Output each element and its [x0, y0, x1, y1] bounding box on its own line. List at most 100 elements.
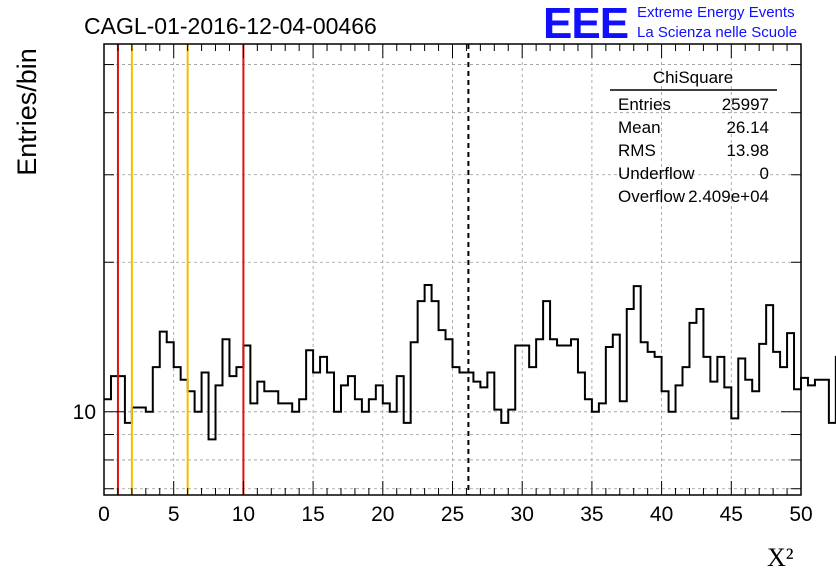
histogram-bin	[209, 439, 216, 495]
histogram-bin	[188, 391, 195, 495]
histogram-bin	[264, 391, 271, 495]
histogram-bin	[376, 385, 383, 495]
histogram-bin	[425, 285, 432, 495]
histogram-bin	[662, 391, 669, 495]
histogram-bin	[515, 345, 522, 495]
histogram-bin	[446, 339, 453, 495]
histogram-bin	[669, 412, 676, 495]
histogram-bin	[167, 342, 174, 495]
x-tick-label: 30	[511, 503, 534, 526]
histogram-bin	[655, 357, 662, 495]
histogram-bin	[369, 399, 376, 495]
stats-box: ChiSquare Entries 25997 Mean 26.14 RMS 13.98 U…	[610, 68, 777, 206]
histogram-bin	[299, 399, 306, 495]
histogram-bin	[550, 339, 557, 495]
y-axis-label: Entries/bin	[12, 48, 42, 176]
histogram-bin	[111, 376, 118, 495]
histogram-bin	[620, 401, 627, 495]
histogram-bin	[710, 382, 717, 495]
histogram-bin	[780, 367, 787, 495]
histogram-bin	[160, 332, 167, 495]
histogram-bin	[822, 380, 829, 495]
histogram-bin	[592, 412, 599, 495]
histogram-bin	[118, 376, 125, 495]
histogram-bin	[696, 309, 703, 495]
histogram-bin	[815, 380, 822, 495]
histogram-bin	[320, 357, 327, 495]
x-tick-label: 25	[441, 503, 464, 526]
histogram-bin	[257, 382, 264, 495]
histogram-bin	[278, 403, 285, 495]
histogram-bin	[627, 309, 634, 495]
histogram-bin	[327, 372, 334, 495]
histogram-outline	[104, 283, 836, 441]
stats-value: 25997	[722, 95, 769, 114]
histogram-bin	[480, 387, 487, 495]
histogram-bin	[285, 403, 292, 495]
histogram-bin	[759, 344, 766, 495]
histogram-bin	[473, 382, 480, 495]
histogram-bin	[599, 403, 606, 495]
histogram-bin	[202, 372, 209, 495]
histogram-bin	[355, 399, 362, 495]
histogram-bin	[613, 335, 620, 495]
histogram-bin	[383, 403, 390, 495]
histogram-bin	[787, 333, 794, 495]
logo-line-1: Extreme Energy Events	[637, 4, 795, 21]
stats-value: 0	[760, 164, 769, 183]
histogram-bin	[522, 345, 529, 495]
histogram-bin	[683, 367, 690, 495]
histogram-bin	[411, 342, 418, 495]
histogram-bin	[153, 367, 160, 495]
histogram-bin	[689, 323, 696, 495]
histogram-bin	[648, 352, 655, 495]
histogram-bin	[439, 330, 446, 495]
x-tick-label: 20	[371, 503, 394, 526]
x-tick-label: 5	[168, 503, 180, 526]
y-tick-label: 10	[73, 401, 96, 424]
x-axis-label: X²	[767, 543, 794, 572]
histogram-bin	[418, 301, 425, 495]
x-tick-label: 0	[98, 503, 110, 526]
histogram-bin	[578, 372, 585, 495]
stats-value: 13.98	[726, 141, 769, 160]
histogram-bin	[306, 350, 313, 495]
histogram-bin	[773, 352, 780, 495]
histogram-bin	[508, 410, 515, 495]
x-tick-label: 15	[301, 503, 324, 526]
histogram-bin	[501, 423, 508, 495]
histogram-bin	[731, 418, 738, 495]
histogram-bin	[571, 339, 578, 495]
histogram-bin	[348, 376, 355, 495]
histogram-bin	[494, 410, 501, 495]
grid-lines	[104, 44, 801, 495]
histogram-bin	[536, 339, 543, 495]
histogram-bin	[146, 412, 153, 495]
histogram-bin	[724, 387, 731, 495]
histogram-bin	[271, 391, 278, 495]
stats-label: RMS	[618, 141, 656, 160]
histogram-bin	[390, 412, 397, 495]
histogram-bin	[529, 367, 536, 495]
stats-label: Mean	[618, 118, 661, 137]
histogram-bin	[801, 378, 808, 495]
histogram-bin	[181, 380, 188, 495]
x-tick-label: 50	[789, 503, 812, 526]
histogram-bin	[222, 339, 229, 495]
histogram-bin	[703, 357, 710, 495]
histogram-bin	[432, 301, 439, 495]
histogram-bin	[397, 376, 404, 495]
x-tick-label: 45	[720, 503, 743, 526]
stats-value: 2.409e+04	[688, 187, 769, 206]
histogram-bin	[250, 403, 257, 495]
histogram-bin	[585, 399, 592, 495]
x-tick-label: 10	[232, 503, 255, 526]
histogram-bin	[243, 345, 250, 495]
x-tick-label: 40	[650, 503, 673, 526]
histogram-bin	[487, 372, 494, 495]
histogram-bin	[459, 372, 466, 495]
histogram-bin	[334, 412, 341, 495]
histogram-bin	[794, 389, 801, 495]
stats-label: Overflow	[618, 187, 686, 206]
